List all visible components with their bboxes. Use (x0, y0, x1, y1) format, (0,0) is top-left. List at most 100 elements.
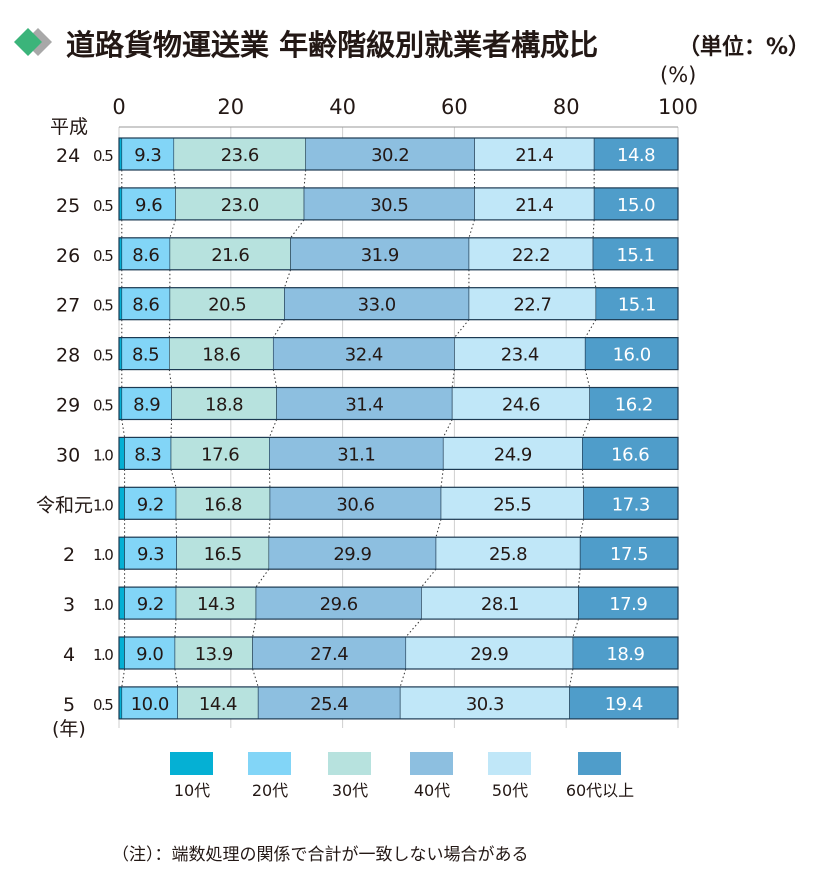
bar-segment (303, 187, 475, 221)
teen-value-label: 1.0 (93, 546, 113, 564)
bar-outline (118, 636, 679, 670)
data-label: 17.3 (612, 494, 650, 515)
bar-segment (118, 437, 125, 470)
legend-label: 30代 (332, 781, 368, 800)
data-label: 31.9 (361, 245, 399, 266)
teen-value-label: 0.5 (93, 297, 113, 315)
legend-swatch (328, 752, 371, 775)
teen-value-label: 0.5 (93, 247, 113, 265)
data-label: 22.2 (512, 245, 550, 266)
connector-line (272, 319, 285, 338)
connector-line (468, 219, 476, 238)
bar-segment (405, 636, 574, 670)
data-label: 18.6 (202, 345, 240, 366)
data-label: 20.5 (208, 295, 246, 316)
connector-line (584, 319, 597, 338)
bar-segment (284, 287, 470, 321)
data-label: 29.9 (470, 644, 508, 665)
bar-outline (118, 137, 679, 171)
connector-line (572, 618, 579, 638)
connector-line (168, 369, 173, 388)
legend-swatch (578, 752, 621, 775)
chart-title: 道路貨物運送業 年齢階級別就業者構成比 (66, 28, 598, 62)
connector-line (451, 369, 455, 388)
bar-segment (121, 137, 175, 171)
connector-line (268, 419, 278, 438)
data-label: 21.4 (515, 145, 553, 166)
data-label: 8.5 (132, 345, 159, 366)
legend-label: 10代 (174, 781, 210, 800)
bar-outline (118, 337, 679, 371)
data-label: 30.3 (466, 694, 504, 715)
teen-value-label: 0.5 (93, 696, 113, 714)
teen-value-label: 0.5 (93, 147, 113, 165)
data-label: 9.3 (137, 544, 164, 565)
data-label: 16.8 (204, 494, 242, 515)
data-label: 17.6 (201, 444, 239, 465)
bar-segment (124, 636, 176, 670)
data-label: 23.6 (221, 145, 259, 166)
data-label: 8.3 (134, 444, 161, 465)
bar-segment (290, 237, 470, 271)
row-label: 3 (63, 594, 75, 616)
era-label: 平成 (50, 116, 88, 138)
bar-segment (175, 486, 271, 520)
bar-segment (268, 536, 437, 570)
legend: 10代 20代 30代 40代 50代 60代以上 (170, 752, 634, 800)
bar-segment (169, 337, 274, 370)
footnote: （注）：端数処理の関係で合計が一致しない場合がある (112, 845, 529, 865)
data-label: 31.4 (345, 395, 383, 416)
legend-swatch (410, 752, 453, 775)
x-unit-label: (%) (660, 63, 696, 87)
data-label: 17.5 (610, 544, 648, 565)
legend-label: 60代以上 (566, 781, 634, 800)
connector-line (421, 568, 437, 588)
connector-line (175, 569, 178, 588)
connector-line (173, 169, 176, 188)
connector-line (454, 319, 470, 338)
bar-segment (175, 586, 257, 620)
bar-outline (118, 386, 679, 421)
data-label: 15.1 (618, 295, 656, 316)
data-label: 28.1 (481, 594, 519, 615)
legend-swatch (488, 752, 531, 775)
bar-segment (272, 337, 455, 370)
connector-line (268, 469, 271, 488)
bar-outline (118, 436, 679, 470)
connector-line (440, 469, 444, 488)
row-label: 5 (63, 694, 75, 716)
teen-value-label: 1.0 (93, 496, 113, 514)
row-label: 28 (56, 345, 80, 367)
connector-line (121, 419, 126, 438)
x-tick-label: 80 (553, 95, 580, 119)
data-label: 18.9 (606, 644, 644, 665)
bar-segment (121, 686, 178, 720)
row-label: 26 (56, 245, 80, 267)
bar-segment (252, 636, 407, 670)
data-label: 19.4 (605, 694, 643, 715)
data-label: 15.0 (617, 195, 655, 216)
bar-segment (118, 536, 125, 570)
bar-segment (435, 536, 581, 570)
year-suffix: (年) (52, 718, 86, 740)
data-label: 27.4 (310, 644, 348, 665)
bar-outline (118, 187, 679, 221)
connector-line (283, 269, 292, 288)
row-label: 2 (63, 544, 75, 566)
data-label: 23.0 (221, 195, 259, 216)
data-label: 31.1 (337, 444, 375, 465)
connector-line (399, 668, 407, 688)
data-label: 8.6 (132, 245, 159, 266)
x-axis: 0 20 40 60 80 100 (112, 95, 698, 128)
data-label: 30.2 (371, 145, 409, 166)
data-label: 29.6 (320, 594, 358, 615)
data-label: 32.4 (345, 345, 383, 366)
data-label: 25.8 (489, 544, 527, 565)
teen-value-label: 1.0 (93, 646, 113, 664)
bar-segment (118, 636, 125, 670)
connector-line (255, 568, 270, 588)
bar-segment (118, 486, 125, 520)
data-label: 9.2 (137, 594, 164, 615)
row-label: 24 (56, 145, 80, 167)
connector-line (584, 369, 591, 388)
